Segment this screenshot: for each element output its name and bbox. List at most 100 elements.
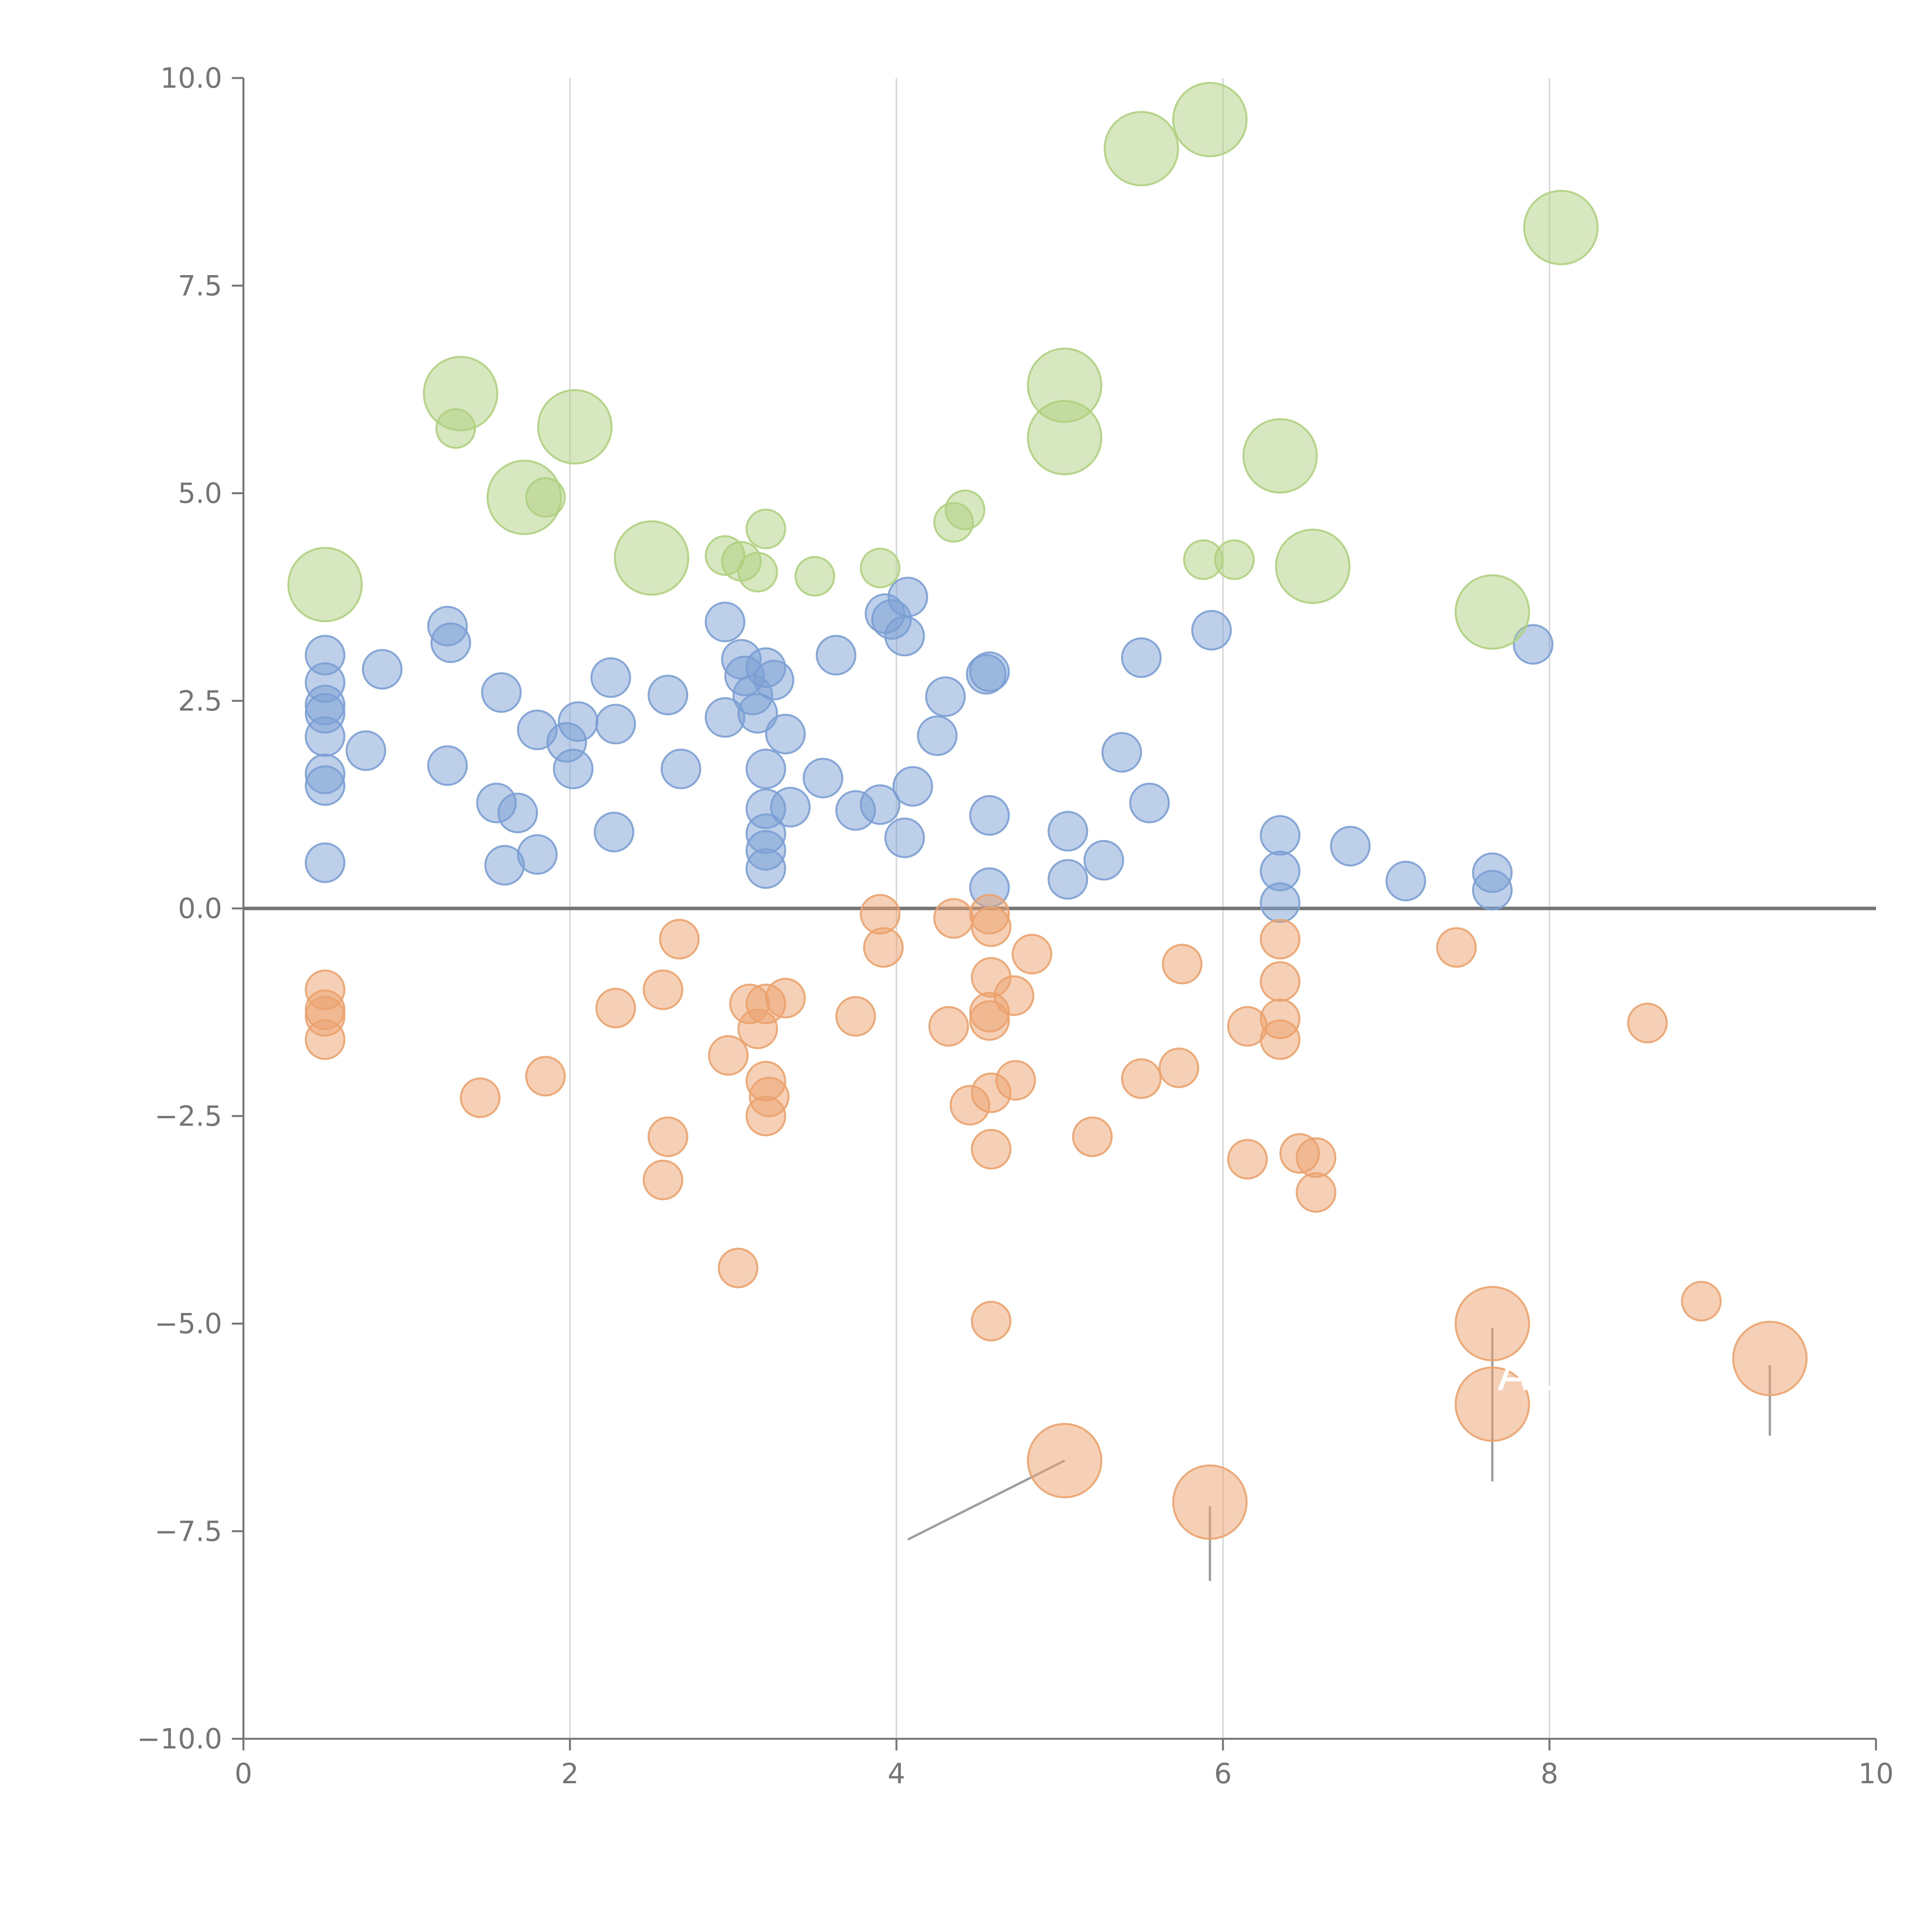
data-point-orange (708, 1035, 749, 1076)
data-point-orange (1681, 1281, 1722, 1321)
data-point-orange (1260, 961, 1301, 1002)
data-point-green-large (537, 389, 613, 465)
data-point-blue (590, 657, 631, 698)
data-point-green (737, 552, 778, 593)
data-point-green (860, 548, 901, 588)
data-point-green-large (1242, 418, 1318, 494)
data-point-orange (304, 1019, 345, 1060)
data-point-orange (1296, 1172, 1337, 1213)
data-point-blue (1385, 861, 1426, 901)
data-point-green-large (1523, 190, 1599, 265)
data-point-blue (803, 758, 844, 799)
data-point-blue (1472, 870, 1513, 911)
data-point-blue (884, 616, 925, 656)
data-point-blue (1129, 782, 1170, 823)
data-point-green-large (1454, 574, 1530, 650)
data-point-blue (745, 748, 786, 789)
x-tick-label: 4 (888, 1757, 905, 1790)
data-point-orange-large (1454, 1286, 1530, 1361)
data-point-orange (643, 1160, 684, 1201)
y-tick-label: 0.0 (178, 892, 222, 925)
data-point-blue (660, 748, 701, 789)
data-points (287, 82, 1808, 1540)
y-tick-label: 7.5 (178, 269, 222, 302)
data-point-blue (648, 675, 688, 716)
data-point-blue (594, 811, 634, 852)
data-point-orange-large (1454, 1366, 1530, 1442)
data-point-green-large (1275, 529, 1350, 604)
data-point-orange (933, 898, 974, 939)
data-point-blue (558, 701, 599, 742)
data-point-blue (816, 635, 857, 676)
data-point-orange-large (1027, 1423, 1102, 1498)
data-point-blue (481, 672, 522, 713)
data-point-blue (304, 716, 345, 757)
data-point-orange (1162, 944, 1202, 985)
data-point-orange (1260, 1019, 1301, 1060)
data-point-blue (517, 834, 558, 875)
data-point-blue (1260, 882, 1301, 923)
data-point-orange (971, 906, 1012, 947)
data-point-blue (553, 748, 594, 789)
data-point-orange (659, 919, 700, 960)
data-point-blue (1048, 859, 1088, 900)
data-point-green-large (1172, 82, 1248, 157)
data-point-orange (928, 1006, 969, 1047)
data-point-blue (969, 651, 1010, 692)
data-point-green-large (423, 356, 498, 432)
data-point-orange (460, 1077, 501, 1118)
data-point-blue (304, 842, 345, 883)
data-point-blue (770, 787, 811, 828)
data-point-green-large (614, 520, 689, 596)
data-point-orange (1436, 927, 1477, 968)
y-tick-label: −7.5 (155, 1515, 222, 1548)
data-point-blue (345, 730, 386, 771)
x-tick-label: 0 (235, 1757, 252, 1790)
data-point-blue (917, 715, 958, 756)
data-point-blue (765, 714, 806, 755)
data-point-orange (765, 978, 806, 1019)
y-tick-label: −5.0 (155, 1308, 222, 1340)
y-tick-label: 2.5 (178, 685, 222, 717)
data-point-green (1214, 539, 1255, 580)
data-point-blue (1101, 732, 1142, 773)
data-point-orange (745, 1095, 786, 1136)
data-point-blue (892, 766, 933, 807)
data-point-blue (1513, 624, 1554, 665)
data-point-green-large (486, 459, 562, 535)
data-point-green (794, 556, 835, 597)
data-point-orange (648, 1116, 688, 1157)
data-point-orange (525, 1056, 566, 1097)
data-point-green (745, 509, 786, 549)
data-point-orange (1158, 1048, 1199, 1088)
x-tick-label: 8 (1541, 1757, 1558, 1790)
data-point-green-large (1027, 400, 1102, 476)
annotation-label-au: AU (1497, 1347, 1563, 1401)
data-point-orange (1260, 919, 1301, 960)
data-point-orange (1072, 1116, 1113, 1157)
data-point-orange (971, 1301, 1012, 1342)
data-point-blue (497, 793, 538, 833)
data-point-orange (971, 1129, 1012, 1170)
y-tick-label: −2.5 (155, 1100, 222, 1132)
data-point-orange (1227, 1139, 1268, 1180)
data-point-blue (925, 676, 966, 717)
data-point-blue (737, 693, 778, 734)
y-tick-label: 5.0 (178, 477, 222, 510)
data-point-blue (304, 765, 345, 806)
data-point-orange (1296, 1137, 1337, 1178)
data-point-orange (993, 975, 1034, 1016)
data-point-orange (863, 927, 904, 968)
data-point-blue (1191, 610, 1232, 651)
data-point-orange (969, 1000, 1010, 1041)
data-point-blue (884, 817, 925, 858)
data-point-orange (1627, 1003, 1668, 1044)
data-point-blue (1330, 826, 1371, 867)
data-point-blue (704, 602, 745, 643)
data-point-blue (1048, 811, 1088, 852)
x-tick-label: 2 (561, 1757, 579, 1790)
axes: 10.0 7.5 5.0 2.5 0.0 −2.5 −5.0 −7.5 −10.0 0 2 4 6 8 10 (137, 62, 1893, 1790)
data-point-orange (1012, 934, 1053, 975)
x-tick-label: 10 (1858, 1757, 1894, 1790)
